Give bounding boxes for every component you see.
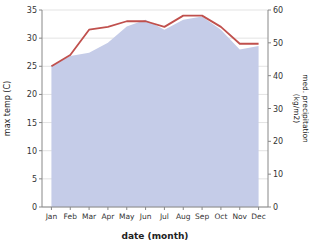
x-tick-label: Oct	[214, 212, 227, 221]
y-tick	[39, 207, 42, 208]
x-tick	[239, 207, 240, 210]
chart-container: 0 5 10 15 20 25 30 35 0 10 20 30 40 50 60 Jan Feb Mar Apr M…	[0, 0, 318, 247]
x-tick-label: Mar	[82, 212, 97, 221]
x-tick	[107, 207, 108, 210]
x-axis-label: date (month)	[122, 231, 189, 241]
y2-tick	[268, 108, 271, 109]
x-tick	[51, 207, 52, 210]
x-tick	[126, 207, 127, 210]
y-tick	[39, 66, 42, 67]
y2-tick-label: 20	[273, 137, 283, 146]
grid-line	[42, 207, 268, 208]
y-axis-label: max temp (C)	[3, 81, 12, 136]
x-tick	[183, 207, 184, 210]
temperature-line	[51, 16, 258, 67]
y2-tick	[268, 10, 271, 11]
y2-tick-label: 10	[273, 170, 283, 179]
y-tick-label: 20	[27, 90, 37, 99]
data-group	[51, 16, 258, 207]
y2-tick	[268, 141, 271, 142]
x-tick-label: Jan	[45, 212, 58, 221]
y2-tick-label: 0	[273, 203, 278, 212]
y-tick-label: 25	[27, 62, 37, 71]
y2-tick	[268, 42, 271, 43]
x-tick	[89, 207, 90, 210]
y-tick	[39, 38, 42, 39]
y-tick-label: 5	[32, 175, 37, 184]
y2-tick-label: 50	[273, 39, 283, 48]
x-tick-label: Jul	[159, 212, 169, 221]
chart-svg: 0 5 10 15 20 25 30 35 0 10 20 30 40 50 60 Jan Feb Mar Apr M…	[0, 0, 318, 247]
x-tick-label: Aug	[176, 212, 191, 221]
y-tick-label: 10	[27, 147, 37, 156]
y2-tick-label: 40	[273, 72, 283, 81]
y-tick	[39, 150, 42, 151]
grid-line	[42, 10, 268, 11]
axes: 0 5 10 15 20 25 30 35 0 10 20 30 40 50 60 Jan Feb Mar Apr M…	[27, 6, 283, 221]
y-axis-line	[42, 10, 43, 207]
x-tick	[202, 207, 203, 210]
x-tick-label: Apr	[101, 212, 115, 221]
y2-tick-label: 30	[273, 105, 283, 114]
y2-tick	[268, 75, 271, 76]
grid	[42, 10, 268, 207]
y-tick	[39, 122, 42, 123]
y-tick	[39, 10, 42, 11]
y2-tick-label: 60	[273, 6, 283, 15]
x-tick	[145, 207, 146, 210]
y-tick-label: 30	[27, 34, 37, 43]
x-tick-label: Nov	[232, 212, 247, 221]
precipitation-area	[51, 17, 258, 207]
y2-axis-label: med. precipitation(kg/m2)	[292, 74, 310, 143]
y-tick-label: 35	[27, 6, 37, 15]
x-tick	[220, 207, 221, 210]
x-tick-label: Feb	[64, 212, 78, 221]
y2-tick	[268, 174, 271, 175]
x-tick	[164, 207, 165, 210]
x-tick-label: May	[119, 212, 135, 221]
x-axis-line	[42, 207, 268, 208]
x-tick	[70, 207, 71, 210]
y-tick	[39, 178, 42, 179]
y2-axis-label-line: (kg/m2)	[292, 94, 301, 124]
x-tick-label: Sep	[195, 212, 209, 221]
x-tick	[258, 207, 259, 210]
x-tick-label: Jun	[139, 212, 152, 221]
x-tick-label: Dec	[251, 212, 266, 221]
y-tick-label: 0	[32, 203, 37, 212]
y2-tick	[268, 207, 271, 208]
y2-axis-label-line: med. precipitation	[301, 74, 310, 143]
y-tick	[39, 94, 42, 95]
y-tick-label: 15	[27, 119, 37, 128]
